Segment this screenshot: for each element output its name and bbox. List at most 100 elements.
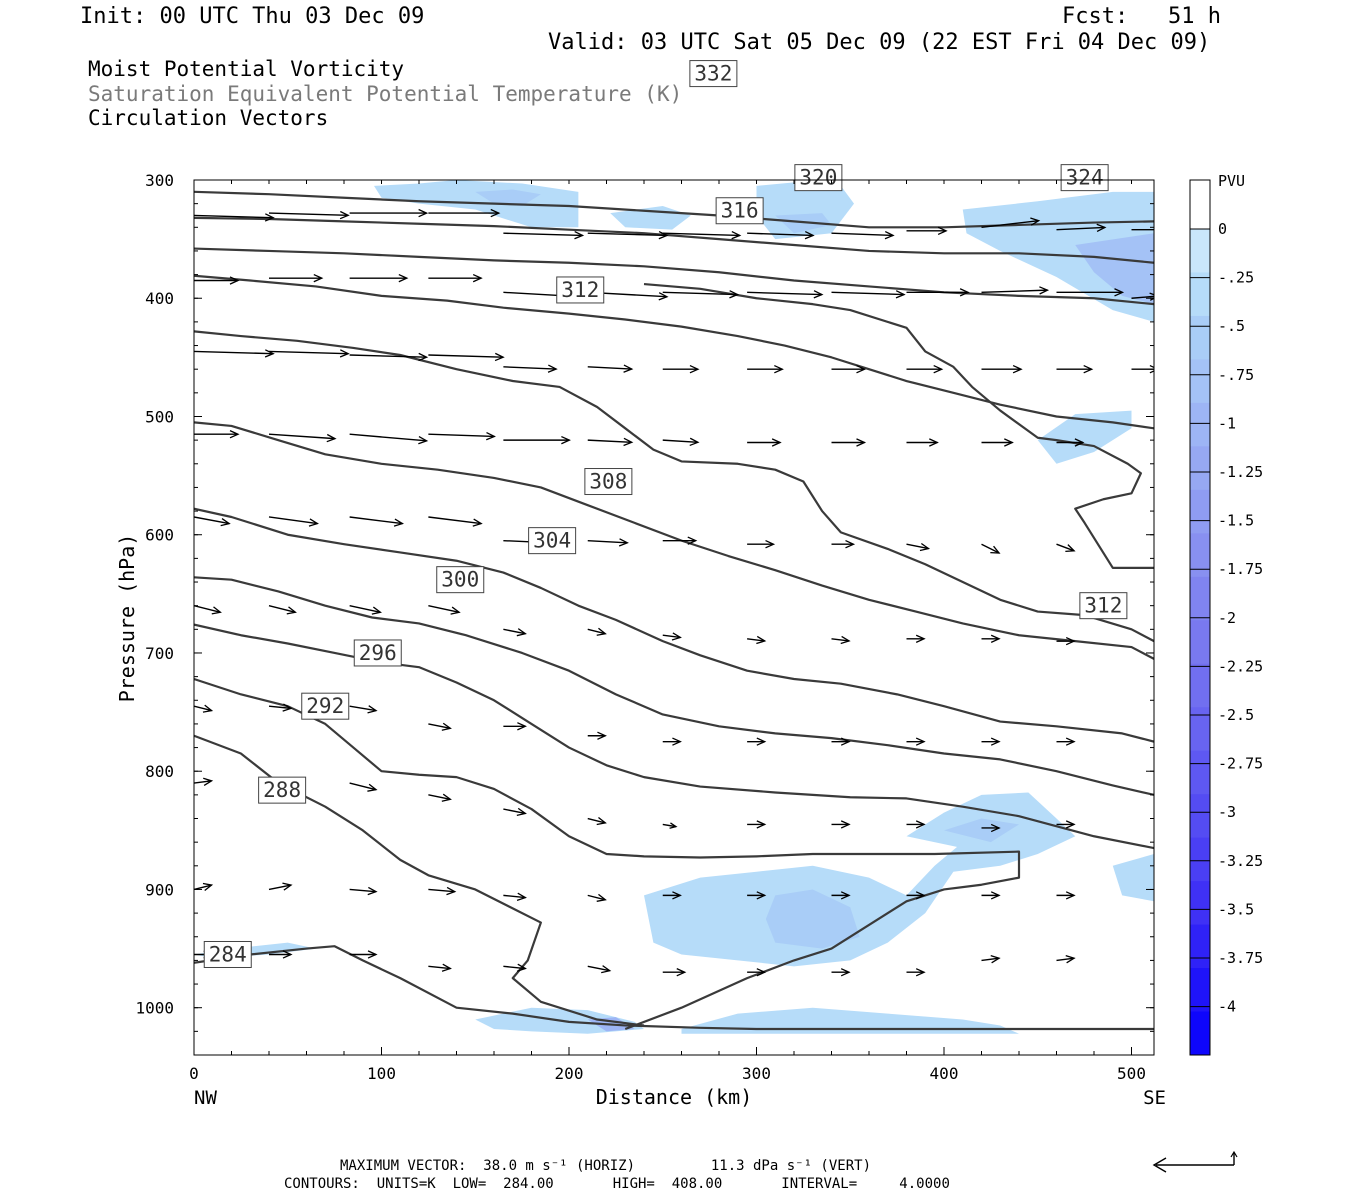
circulation-vector: [831, 635, 851, 645]
circulation-vector: [1056, 820, 1076, 829]
colorbar-swatch: [1190, 576, 1210, 621]
circulation-vector: [503, 722, 527, 731]
contour-label: 308: [589, 470, 627, 494]
theta-es-contour-304: [194, 507, 1154, 743]
y-tick-label: 300: [145, 171, 174, 190]
circulation-vector: [268, 433, 337, 443]
colorbar-label: -3.25: [1218, 852, 1263, 870]
theta-es-contour-292: [194, 677, 1021, 1031]
circulation-vector: [906, 364, 944, 374]
pvu-colorbar: 0 -.25 -.5 -.75 -1 -1.25 -1.5 -1.75 -2 -2.25 -2.5 -…: [1189, 179, 1263, 1056]
mpv-region-1: [475, 189, 541, 207]
circulation-vector: [981, 286, 1050, 295]
contour-label-box: [1079, 592, 1128, 620]
colorbar-swatch: [1190, 402, 1210, 447]
colorbar-label: -.25: [1218, 269, 1254, 287]
x-tick-label: 300: [742, 1064, 771, 1083]
circulation-vector: [428, 604, 461, 615]
contour-label-box: [301, 692, 350, 720]
theta-es-contours: [194, 190, 1154, 1031]
circulation-vector: [831, 230, 895, 240]
y-axis-label: Pressure (hPa): [115, 534, 139, 703]
y-tick-label: 700: [145, 644, 174, 663]
circulation-vector: [194, 430, 240, 439]
circulation-vector: [906, 226, 948, 236]
circulation-vector: [503, 807, 527, 817]
field-mpv: Moist Potential Vorticity: [88, 57, 405, 81]
colorbar-label: -2: [1218, 609, 1236, 627]
circulation-vector: [428, 431, 496, 441]
mpv-region-12: [1112, 853, 1154, 902]
circulation-vector: [906, 438, 939, 447]
circulation-vector: [662, 632, 682, 641]
colorbar-label: -1.25: [1218, 463, 1263, 481]
circulation-vector: [349, 950, 378, 959]
contour-label: 300: [441, 568, 479, 592]
circulation-vector: [268, 604, 297, 615]
x-axis-label: Distance (km): [596, 1085, 753, 1109]
field-theta-es: Saturation Equivalent Potential Temperat…: [88, 82, 683, 106]
contour-label-box: [436, 566, 485, 594]
theta-es-contour-332: [194, 190, 1154, 229]
y-tick-label: 1000: [135, 999, 174, 1018]
circulation-vector: [503, 963, 527, 972]
circulation-vector: [587, 437, 634, 447]
contour-label: 332: [694, 62, 732, 86]
circulation-vector: [1056, 364, 1094, 374]
circulation-vector: [831, 891, 851, 900]
colorbar-swatch: [1190, 707, 1210, 752]
colorbar-swatch: [1190, 924, 1210, 969]
circulation-vector: [662, 536, 698, 545]
theta-es-contour-312: [194, 330, 1154, 643]
colorbar-swatch: [1190, 272, 1210, 317]
colorbar-swatch: [1190, 359, 1210, 404]
contour-labels: 284 288 292 296 300 304 308 312 312 316 320 324 332: [203, 60, 1128, 968]
contour-label: 304: [533, 529, 571, 553]
colorbar-label: -.5: [1218, 317, 1245, 335]
circulation-vector: [981, 955, 1001, 964]
colorbar-swatch: [1190, 315, 1210, 360]
circulation-vector: [1056, 543, 1076, 552]
x-tick-label: 500: [1117, 1064, 1146, 1083]
x-tick-label: 100: [367, 1064, 396, 1083]
circulation-vector: [349, 208, 429, 218]
circulation-vector: [194, 213, 275, 222]
circulation-vector: [906, 542, 931, 552]
colorbar-swatch: [1190, 794, 1210, 839]
circulation-vector: [503, 892, 527, 901]
colorbar-unit: PVU: [1218, 172, 1245, 190]
circulation-vector: [587, 965, 612, 974]
colorbar-label: -3.75: [1218, 949, 1263, 967]
circulation-vector: [268, 703, 293, 712]
circulation-vector: [194, 882, 214, 892]
circulation-vectors: [194, 208, 1154, 977]
colorbar-label: -2.5: [1218, 706, 1254, 724]
circulation-vector: [906, 288, 970, 297]
theta-es-contour-296: [194, 623, 1154, 850]
circulation-vector: [747, 230, 815, 240]
theta-es-contour-320: [194, 247, 1154, 306]
y-tick-label: 800: [145, 762, 174, 781]
y-tick-label: 600: [145, 526, 174, 545]
circulation-vector: [662, 364, 700, 374]
contour-label-box: [1060, 164, 1109, 192]
theta-es-contour-324: [194, 216, 1154, 264]
circulation-vector: [587, 731, 607, 740]
circulation-vector: [349, 604, 382, 615]
circulation-vector: [194, 704, 214, 713]
circulation-vector: [1056, 438, 1085, 447]
circulation-vector: [747, 820, 767, 829]
contour-label: 312: [561, 278, 599, 302]
mpv-region-11: [944, 818, 1019, 843]
circulation-vector: [587, 627, 607, 636]
colorbar-label: -4: [1218, 998, 1236, 1016]
circulation-vector: [747, 968, 767, 977]
circulation-vector: [587, 364, 634, 373]
circulation-vector: [503, 364, 558, 373]
circulation-vector: [587, 816, 607, 826]
circulation-vector: [662, 891, 682, 900]
circulation-vector: [268, 882, 293, 891]
colorbar-swatch: [1190, 881, 1210, 926]
circulation-vector: [428, 352, 505, 362]
